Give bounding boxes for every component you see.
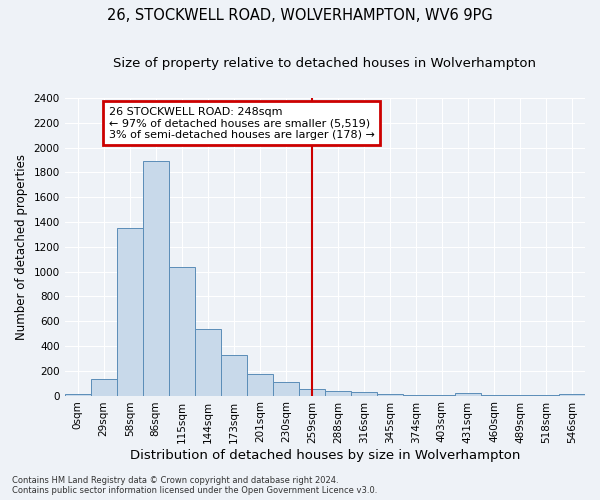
Bar — [195, 328, 221, 396]
Bar — [377, 394, 403, 396]
Text: 26, STOCKWELL ROAD, WOLVERHAMPTON, WV6 9PG: 26, STOCKWELL ROAD, WOLVERHAMPTON, WV6 9… — [107, 8, 493, 22]
Text: Contains HM Land Registry data © Crown copyright and database right 2024.
Contai: Contains HM Land Registry data © Crown c… — [12, 476, 377, 495]
Title: Size of property relative to detached houses in Wolverhampton: Size of property relative to detached ho… — [113, 58, 536, 70]
Bar — [91, 380, 116, 396]
Bar — [403, 395, 429, 396]
Bar — [117, 228, 143, 396]
Bar — [429, 395, 455, 396]
Bar — [247, 374, 273, 396]
Bar — [507, 395, 533, 396]
Bar — [559, 394, 585, 396]
Bar — [273, 382, 299, 396]
Text: 26 STOCKWELL ROAD: 248sqm
← 97% of detached houses are smaller (5,519)
3% of sem: 26 STOCKWELL ROAD: 248sqm ← 97% of detac… — [109, 106, 375, 140]
Bar — [351, 392, 377, 396]
Y-axis label: Number of detached properties: Number of detached properties — [15, 154, 28, 340]
Bar — [481, 395, 507, 396]
Bar — [455, 393, 481, 396]
X-axis label: Distribution of detached houses by size in Wolverhampton: Distribution of detached houses by size … — [130, 450, 520, 462]
Bar — [533, 395, 559, 396]
Bar — [325, 391, 351, 396]
Bar — [169, 266, 195, 396]
Bar — [143, 162, 169, 396]
Bar — [221, 354, 247, 396]
Bar — [299, 389, 325, 396]
Bar — [65, 394, 91, 396]
